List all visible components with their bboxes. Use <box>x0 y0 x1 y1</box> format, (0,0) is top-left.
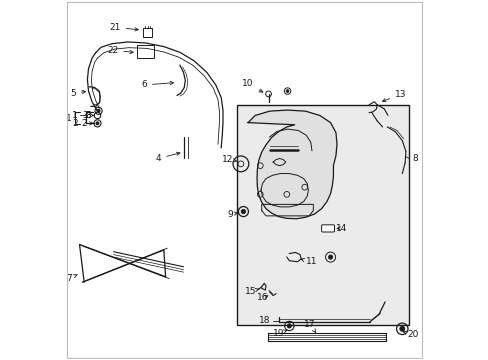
Circle shape <box>96 122 99 125</box>
Text: 5: 5 <box>70 89 85 98</box>
Text: 22: 22 <box>107 46 133 55</box>
Bar <box>236 105 408 325</box>
FancyBboxPatch shape <box>137 45 154 58</box>
Circle shape <box>399 326 404 331</box>
FancyBboxPatch shape <box>143 28 152 37</box>
Text: 16: 16 <box>257 293 268 302</box>
Text: 1: 1 <box>72 111 78 120</box>
Text: 1: 1 <box>66 114 72 123</box>
Text: 18: 18 <box>259 316 270 325</box>
Text: 8: 8 <box>411 154 417 163</box>
Text: 13: 13 <box>382 90 406 102</box>
Text: 3: 3 <box>85 111 91 120</box>
Circle shape <box>286 324 291 328</box>
Text: 11: 11 <box>301 257 316 266</box>
Text: 2: 2 <box>81 119 93 128</box>
FancyBboxPatch shape <box>321 225 334 232</box>
Text: 19: 19 <box>273 329 287 338</box>
Text: 10: 10 <box>242 80 262 92</box>
Circle shape <box>285 90 288 93</box>
Text: 3: 3 <box>85 111 90 120</box>
Circle shape <box>328 255 332 259</box>
Polygon shape <box>247 110 336 219</box>
Text: 7: 7 <box>66 274 77 283</box>
Text: 2: 2 <box>72 119 78 128</box>
Text: 14: 14 <box>335 224 346 233</box>
Text: 12: 12 <box>221 155 236 164</box>
Text: 6: 6 <box>141 81 173 90</box>
Text: 4: 4 <box>155 152 180 163</box>
Text: 21: 21 <box>109 23 138 32</box>
Text: 17: 17 <box>304 320 315 332</box>
Circle shape <box>241 210 245 214</box>
Circle shape <box>97 109 100 112</box>
Text: 9: 9 <box>227 210 237 219</box>
Text: 20: 20 <box>402 330 418 339</box>
Text: 3: 3 <box>82 111 94 120</box>
Text: 15: 15 <box>244 287 259 296</box>
